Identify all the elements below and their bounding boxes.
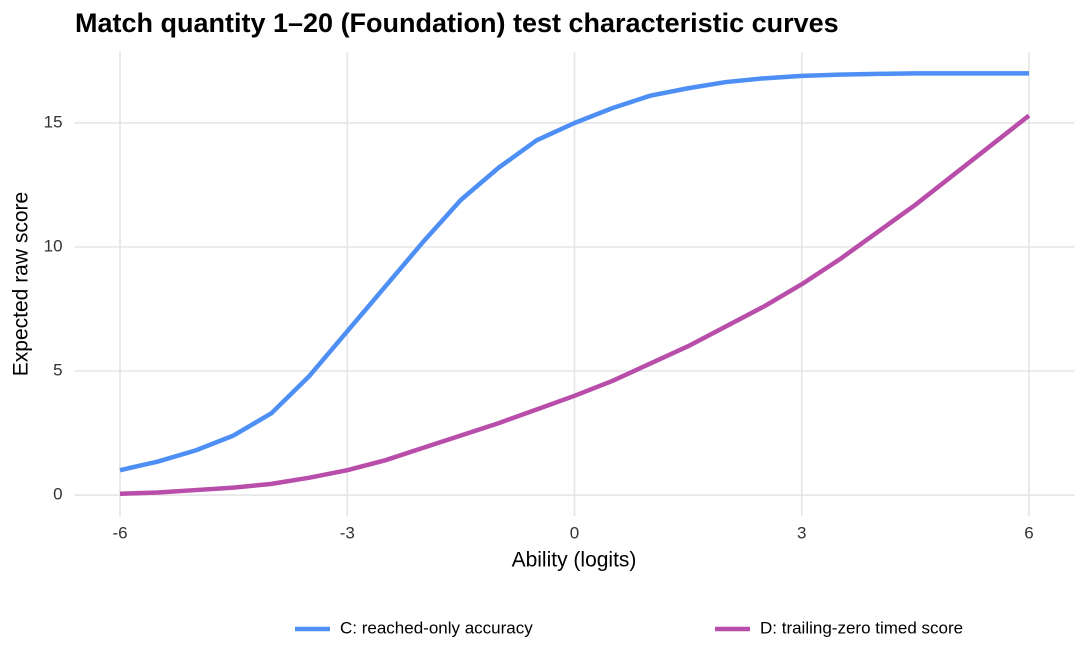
line <box>119 71 1029 473</box>
y-tick-label: 0 <box>53 485 62 504</box>
y-tick-label: 15 <box>44 112 63 131</box>
chart-title: Match quantity 1–20 (Foundation) test ch… <box>75 8 839 38</box>
x-tick-label: -6 <box>112 524 127 543</box>
x-tick-label: 3 <box>797 524 806 543</box>
legend-label: C: reached-only accuracy <box>340 618 533 637</box>
x-axis-title: Ability (logits) <box>512 549 637 572</box>
y-tick-label: 5 <box>53 360 62 379</box>
y-tick-label: 10 <box>44 236 63 255</box>
x-tick-label: 6 <box>1024 524 1033 543</box>
legend-label: D: trailing-zero timed score <box>760 618 963 637</box>
x-tick-label: -3 <box>340 524 355 543</box>
y-axis-title: Expected raw score <box>10 192 33 376</box>
line <box>119 113 1031 497</box>
x-tick-label: 0 <box>570 524 579 543</box>
